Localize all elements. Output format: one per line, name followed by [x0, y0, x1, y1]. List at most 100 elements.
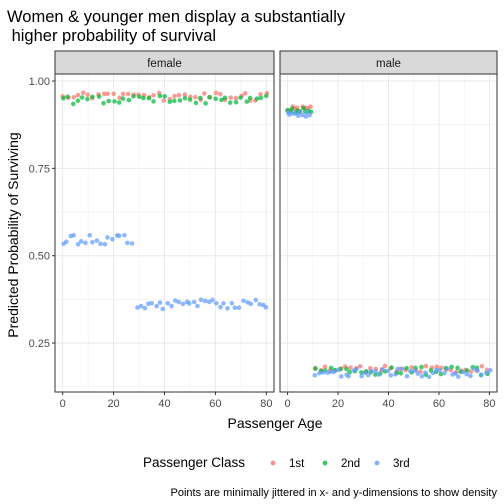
point-class-3rd	[376, 372, 382, 377]
point-class-3rd	[195, 303, 200, 309]
point-class-3rd	[169, 303, 174, 309]
point-class-3rd	[468, 373, 473, 379]
point-class-1st	[105, 91, 110, 97]
point-class-3rd	[380, 366, 385, 372]
point-class-2nd	[344, 366, 349, 372]
legend-label-2nd: 2nd	[341, 458, 360, 470]
point-class-3rd	[484, 370, 489, 376]
legend-label-3rd: 3rd	[393, 458, 410, 470]
chart-caption: Points are minimally jittered in x- and …	[171, 487, 498, 499]
point-class-3rd	[475, 368, 480, 374]
point-class-1st	[176, 92, 182, 98]
point-class-3rd	[154, 303, 159, 309]
point-class-1st	[151, 92, 156, 98]
point-class-3rd	[292, 111, 297, 116]
point-class-1st	[161, 98, 167, 103]
point-class-2nd	[438, 371, 444, 377]
chart-title-line-2: higher probability of survival	[7, 27, 216, 45]
y-tick-label: 0.75	[29, 163, 50, 175]
point-class-2nd	[222, 95, 228, 101]
point-class-3rd	[359, 373, 364, 379]
point-class-1st	[468, 369, 474, 374]
point-class-2nd	[65, 94, 70, 100]
point-class-2nd	[116, 100, 122, 105]
point-class-2nd	[137, 94, 142, 100]
point-class-3rd	[320, 370, 326, 375]
point-class-3rd	[369, 368, 374, 374]
y-tick-label: 0.50	[29, 251, 50, 263]
point-class-3rd	[303, 114, 309, 119]
point-class-3rd	[437, 367, 442, 373]
point-class-2nd	[151, 99, 156, 104]
point-class-3rd	[297, 109, 302, 115]
point-class-2nd	[90, 94, 95, 100]
panel-male: male 0 20 40 60 80	[279, 50, 498, 410]
point-class-3rd	[71, 232, 76, 238]
x-tick-label: 60	[433, 398, 445, 410]
point-class-3rd	[423, 370, 428, 376]
legend-key-1st	[270, 460, 276, 466]
point-class-2nd	[131, 94, 136, 99]
point-class-2nd	[187, 97, 193, 102]
x-tick-label: 0	[60, 398, 66, 410]
point-class-2nd	[328, 365, 334, 371]
point-class-3rd	[415, 371, 421, 376]
point-class-3rd	[202, 298, 208, 304]
point-class-3rd	[248, 301, 254, 307]
point-class-2nd	[464, 368, 470, 373]
point-class-3rd	[122, 232, 127, 238]
point-class-3rd	[317, 370, 322, 376]
point-class-2nd	[254, 96, 260, 101]
point-class-2nd	[404, 365, 409, 371]
point-class-3rd	[464, 371, 469, 377]
point-class-3rd	[160, 306, 166, 312]
point-class-3rd	[241, 298, 246, 304]
point-class-2nd	[71, 101, 76, 107]
x-tick-label: 80	[260, 398, 272, 410]
legend-item-1st: 1st	[270, 458, 305, 470]
point-class-1st	[479, 363, 485, 369]
point-class-2nd	[207, 94, 212, 100]
point-class-2nd	[449, 364, 454, 370]
point-class-3rd	[257, 302, 262, 307]
strip-label-male: male	[376, 58, 401, 70]
x-axis-title: Passenger Age	[228, 415, 323, 431]
strip-male	[279, 50, 498, 75]
point-class-3rd	[75, 241, 81, 247]
chart-title: Women & younger men display a substantia…	[7, 8, 346, 45]
legend-key-3rd	[374, 460, 380, 466]
legend-item-2nd: 2nd	[322, 458, 360, 470]
point-class-3rd	[229, 300, 235, 306]
point-class-3rd	[214, 300, 219, 306]
point-class-2nd	[263, 93, 269, 99]
point-class-2nd	[219, 97, 224, 103]
point-class-3rd	[296, 113, 301, 119]
point-class-3rd	[116, 233, 122, 238]
point-class-3rd	[78, 239, 84, 244]
point-class-3rd	[198, 297, 204, 303]
point-class-1st	[80, 90, 86, 96]
x-tick-label: 20	[107, 398, 119, 410]
point-class-3rd	[98, 241, 103, 247]
point-class-3rd	[110, 236, 115, 242]
point-class-3rd	[138, 303, 144, 309]
point-class-3rd	[331, 369, 336, 375]
point-class-2nd	[193, 100, 199, 106]
point-class-2nd	[120, 96, 126, 101]
point-class-2nd	[167, 99, 173, 105]
point-class-2nd	[227, 100, 233, 105]
point-class-3rd	[142, 305, 148, 311]
point-class-3rd	[442, 370, 447, 376]
point-class-2nd	[203, 101, 208, 106]
x-tick-label: 20	[332, 398, 344, 410]
point-class-1st	[182, 92, 188, 97]
point-class-2nd	[419, 364, 424, 370]
point-class-1st	[357, 363, 363, 369]
point-class-2nd	[79, 95, 85, 100]
point-class-3rd	[455, 374, 461, 379]
point-class-1st	[120, 91, 126, 97]
point-class-2nd	[61, 96, 66, 101]
point-class-2nd	[455, 365, 460, 371]
point-class-1st	[382, 363, 388, 369]
